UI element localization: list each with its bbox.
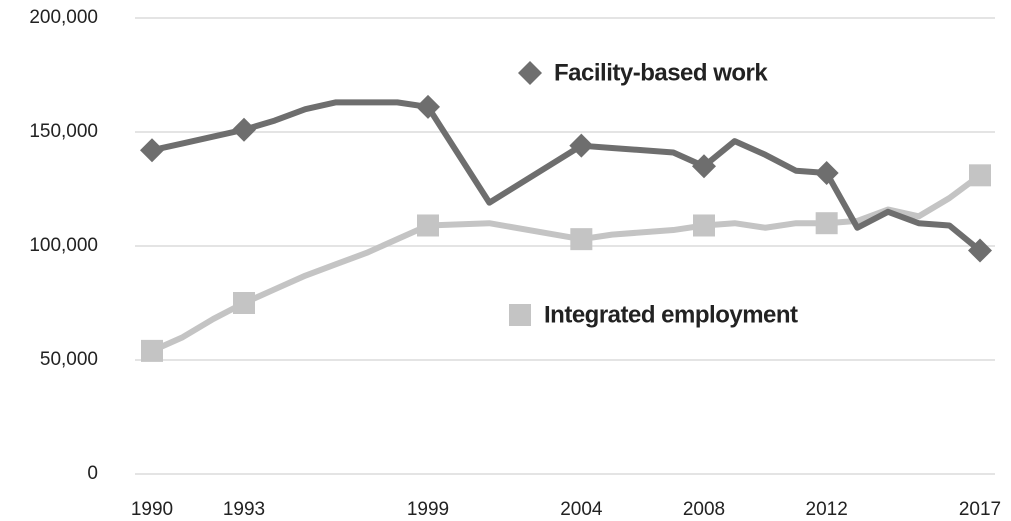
x-tick-label: 1993: [223, 499, 265, 520]
y-tick-label: 0: [87, 463, 98, 484]
x-tick-label: 1999: [407, 499, 449, 520]
x-tick-label: 2017: [959, 499, 1001, 520]
series-marker: [232, 117, 256, 142]
series-marker: [692, 154, 716, 179]
series-marker: [969, 164, 991, 187]
series-marker: [416, 94, 440, 119]
x-tick-label: 2004: [560, 499, 603, 520]
series-marker: [693, 214, 715, 237]
x-tick-label: 2012: [806, 499, 848, 520]
series-marker: [417, 214, 439, 237]
series-marker: [968, 238, 992, 263]
series-marker: [815, 212, 838, 235]
y-tick-label: 200,000: [29, 7, 98, 28]
legend-label: Facility-based work: [554, 59, 768, 86]
x-tick-label: 2008: [683, 499, 725, 520]
legend-marker: [509, 304, 531, 326]
y-tick-label: 50,000: [40, 349, 98, 370]
legend-label: Integrated employment: [544, 301, 798, 328]
series-marker: [140, 138, 164, 163]
series-marker: [814, 161, 839, 186]
series-line: [150, 172, 982, 354]
legend-marker: [518, 61, 542, 85]
y-tick-label: 150,000: [29, 121, 98, 142]
y-tick-label: 100,000: [29, 235, 98, 256]
series-line: [151, 99, 982, 253]
series-marker: [233, 292, 255, 314]
series-marker: [570, 228, 593, 251]
series-marker: [569, 133, 594, 158]
x-tick-label: 1990: [131, 499, 173, 520]
series-marker: [141, 339, 163, 362]
